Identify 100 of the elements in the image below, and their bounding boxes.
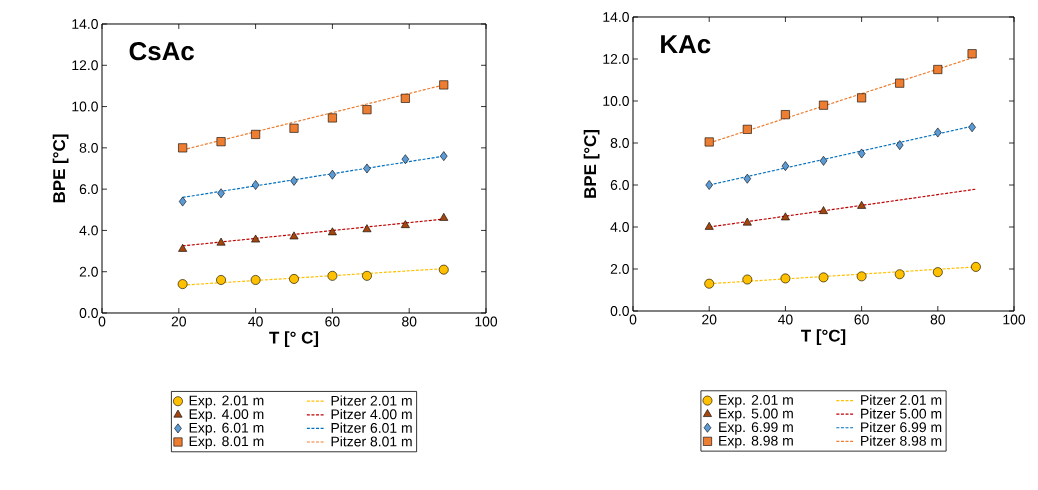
x-tick-label: 20 bbox=[702, 314, 717, 325]
x-tick-label: 40 bbox=[248, 316, 263, 327]
legend-label: Exp. 5.00 m bbox=[719, 408, 793, 422]
y-tick-label: 8.0 bbox=[79, 142, 98, 153]
point bbox=[362, 224, 372, 233]
y-tick-label: 2.0 bbox=[79, 266, 98, 277]
point bbox=[968, 122, 976, 133]
y-tick-label: 14.0 bbox=[72, 19, 98, 29]
x-axis-title: T [° C] bbox=[269, 331, 319, 348]
y-tick-label: 2.0 bbox=[610, 264, 629, 274]
point bbox=[327, 270, 338, 281]
point bbox=[217, 188, 225, 199]
y-axis-title: BPE [°C] bbox=[583, 130, 600, 198]
point bbox=[743, 173, 752, 184]
point bbox=[251, 129, 261, 139]
point bbox=[251, 234, 261, 243]
legend-label: Pitzer 4.00 m bbox=[331, 409, 412, 420]
x-tick-label: 40 bbox=[777, 314, 793, 325]
point bbox=[363, 163, 371, 174]
point bbox=[400, 220, 410, 228]
legend-label: Pitzer 5.00 m bbox=[861, 408, 942, 419]
legend-label: Exp. 6.01 m bbox=[189, 422, 264, 436]
x-tick-label: 20 bbox=[171, 316, 187, 327]
point bbox=[780, 212, 790, 221]
point bbox=[401, 154, 410, 165]
point bbox=[818, 272, 829, 283]
legend-label: Pitzer 6.99 m bbox=[861, 421, 942, 433]
point bbox=[780, 273, 791, 284]
point bbox=[216, 275, 226, 285]
y-tick-label: 10.0 bbox=[603, 96, 629, 106]
point bbox=[439, 80, 449, 90]
point bbox=[895, 78, 905, 88]
point bbox=[216, 137, 226, 147]
text: CsAc bbox=[129, 41, 195, 61]
point bbox=[289, 123, 299, 133]
point bbox=[857, 93, 867, 103]
x-tick-label: 0 bbox=[629, 314, 637, 325]
point bbox=[289, 231, 299, 240]
point bbox=[742, 274, 753, 285]
x-tick-label: 80 bbox=[402, 316, 417, 327]
x-tick-label: 60 bbox=[325, 316, 340, 327]
point bbox=[894, 269, 905, 280]
y-tick-label: 0.0 bbox=[610, 306, 629, 316]
point bbox=[251, 180, 260, 190]
y-tick-label: 10.0 bbox=[72, 101, 98, 112]
y-tick-label: 12.0 bbox=[603, 54, 629, 64]
point bbox=[742, 217, 752, 226]
point bbox=[290, 176, 298, 186]
x-tick-label: 80 bbox=[930, 314, 946, 325]
point bbox=[178, 243, 188, 252]
point bbox=[933, 65, 943, 74]
legend-label: Pitzer 8.01 m bbox=[331, 436, 412, 447]
x-tick-label: 0 bbox=[98, 316, 106, 327]
legend-label: Pitzer 6.01 m bbox=[331, 422, 412, 433]
legend-label: Pitzer 2.01 m bbox=[331, 395, 412, 406]
point bbox=[250, 275, 261, 285]
point bbox=[705, 180, 713, 190]
y-tick-label: 14.0 bbox=[603, 12, 629, 22]
point bbox=[362, 270, 372, 281]
point bbox=[971, 262, 981, 272]
y-tick-label: 0.0 bbox=[79, 308, 98, 318]
x-tick-label: 100 bbox=[1003, 314, 1026, 325]
point bbox=[327, 113, 337, 123]
point bbox=[932, 267, 943, 278]
point bbox=[438, 264, 449, 275]
y-axis-title: BPE [°C] bbox=[52, 134, 69, 203]
x-tick-label: 60 bbox=[854, 314, 869, 325]
point bbox=[177, 279, 188, 289]
x-axis-title: T [°C] bbox=[801, 329, 846, 346]
point bbox=[327, 227, 337, 236]
point bbox=[178, 196, 187, 207]
point bbox=[857, 148, 866, 159]
point bbox=[934, 127, 942, 138]
point bbox=[819, 155, 828, 166]
y-tick-label: 6.0 bbox=[610, 180, 629, 190]
point bbox=[780, 110, 790, 120]
point bbox=[400, 93, 410, 103]
legend-label: Pitzer 8.98 m bbox=[861, 435, 942, 446]
point bbox=[967, 49, 977, 59]
point bbox=[704, 137, 714, 147]
legend-label: Exp. 2.01 m bbox=[719, 394, 793, 408]
legend-label: Exp. 8.98 m bbox=[719, 435, 793, 449]
legend-label: Exp. 8.01 m bbox=[189, 436, 264, 450]
legend-label: Exp. 6.99 m bbox=[719, 422, 793, 435]
point bbox=[704, 221, 714, 230]
point bbox=[856, 271, 867, 282]
point bbox=[781, 161, 790, 171]
y-tick-label: 4.0 bbox=[610, 222, 629, 232]
point bbox=[178, 143, 188, 153]
point bbox=[216, 237, 226, 246]
legend-label: Exp. 4.00 m bbox=[189, 409, 264, 422]
x-tick-label: 100 bbox=[475, 316, 498, 327]
point bbox=[440, 151, 448, 161]
point bbox=[857, 200, 867, 209]
point bbox=[819, 206, 828, 214]
y-tick-label: 4.0 bbox=[79, 225, 98, 236]
text: KAc bbox=[661, 35, 711, 54]
legend-label: Exp. 2.01 m bbox=[189, 395, 264, 409]
point bbox=[439, 212, 449, 221]
y-tick-label: 6.0 bbox=[79, 184, 98, 195]
